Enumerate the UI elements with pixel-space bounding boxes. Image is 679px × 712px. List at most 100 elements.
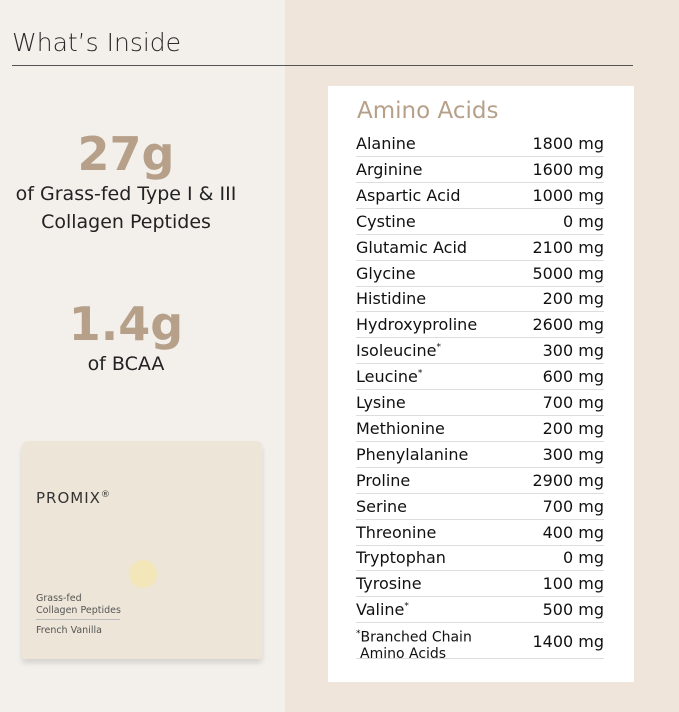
amino-name-text: Threonine [356,522,437,542]
product-line: Grass-fed [36,593,82,604]
amino-amount: 300 mg [542,341,604,361]
table-row: Cystine 0 mg [356,208,604,235]
amino-name-text: Isoleucine [356,341,437,361]
stat-value: 27g [77,127,175,181]
divider [12,65,633,66]
amino-name: Isoleucine* [356,341,441,360]
table-row: Tyrosine 100 mg [356,570,604,598]
table-row: Methionine 200 mg [356,415,604,442]
table-row: Glutamic Acid 2100 mg [356,234,604,261]
amino-name-text: Methionine [356,418,445,438]
footnote-marker: * [356,629,361,640]
amino-name-text: Arginine [356,159,423,179]
product-bag: PROMIX® Grass-fed Collagen Peptides Frenc… [22,441,262,659]
table-row: Hydroxyproline 2600 mg [356,311,604,339]
footnote-amount: 1400 mg [532,632,604,652]
amino-amount: 2900 mg [532,470,604,490]
amino-name-text: Proline [356,470,411,490]
amino-name: Threonine [356,523,436,542]
table-row: Valine* 500 mg [356,596,604,624]
footnote-marker: * [417,368,423,379]
amino-name-text: Hydroxyproline [356,315,478,335]
amino-name-text: Tyrosine [356,574,422,594]
table-row: Threonine 400 mg [356,519,604,546]
amino-amount: 300 mg [542,444,604,464]
amino-name: Tyrosine [356,574,422,593]
stat-text: of Grass-fed Type I & III [15,183,237,205]
brand-name: PROMIX [36,489,101,507]
amino-name: Tryptophan [356,548,446,567]
table-row: Lysine 700 mg [356,389,604,416]
amino-amount: 1800 mg [532,134,604,153]
brand: PROMIX® [36,489,111,507]
table-row: Isoleucine* 300 mg [356,337,604,365]
table-row: Alanine 1800 mg [356,130,604,157]
logo-dot [129,560,157,588]
product-lines: Grass-fed Collagen Peptides [36,593,121,617]
amino-amount: 200 mg [542,418,604,438]
amino-name: Cystine [356,212,416,231]
amino-name: Proline [356,471,410,490]
table-row: Tryptophan 0 mg [356,544,604,572]
footnote-name: *Branched Chain Amino Acids [356,626,472,662]
amino-name-text: Alanine [356,134,416,153]
amino-name: Histidine [356,289,426,308]
footnote-text: Amino Acids [360,645,447,662]
amino-name: Serine [356,497,407,516]
amino-amount: 0 mg [562,211,604,231]
amino-amount: 500 mg [542,600,604,620]
amino-name: Alanine [356,134,416,153]
table-row: Proline 2900 mg [356,467,604,494]
stat-text: Collagen Peptides [41,211,211,233]
amino-amount: 5000 mg [532,263,604,283]
footnote-marker: * [436,342,442,353]
title: What’s Inside [12,28,182,57]
product-line: Collagen Peptides [36,605,121,616]
amino-name-text: Tryptophan [356,548,446,568]
flavor: French Vanilla [36,625,102,636]
stat: 27g of Grass-fed Type I & III Collagen Pep… [0,128,252,236]
footnote-text: Branched Chain [360,629,472,646]
stat-text: of BCAA [87,353,165,375]
table-title: Amino Acids [357,98,499,124]
amino-card: Amino Acids Alanine 1800 mg Arginine 1600 m… [328,86,634,682]
amino-name: Hydroxyproline [356,315,477,334]
amino-name-text: Serine [356,496,408,516]
amino-amount: 700 mg [542,393,604,412]
amino-name: Arginine [356,160,422,179]
amino-amount: 0 mg [562,548,604,568]
table-row: Histidine 200 mg [356,285,604,313]
amino-amount: 1000 mg [532,185,604,205]
amino-amount: 700 mg [542,496,604,516]
table-row: Aspartic Acid 1000 mg [356,182,604,209]
amino-name-text: Aspartic Acid [356,185,461,205]
amino-name-text: Valine [356,600,405,620]
amino-name: Lysine [356,393,406,412]
table-row: Serine 700 mg [356,493,604,520]
amino-amount: 600 mg [542,367,604,387]
amino-name: Glycine [356,264,416,283]
stat: 1.4g of BCAA [0,298,252,378]
amino-name: Phenylalanine [356,445,468,464]
amino-name-text: Phenylalanine [356,444,469,464]
amino-name: Leucine* [356,367,422,386]
amino-amount: 2600 mg [532,315,604,335]
footnote-line: *Branched Chain [356,626,472,646]
bag-rule [36,619,120,620]
amino-name: Methionine [356,419,445,438]
amino-amount: 200 mg [542,289,604,309]
amino-amount: 100 mg [542,574,604,594]
amino-name-text: Leucine [356,367,418,387]
table-row: Arginine 1600 mg [356,156,604,183]
table-row: Leucine* 600 mg [356,363,604,391]
amino-amount: 1600 mg [532,159,604,179]
footnote-row: *Branched Chain Amino Acids 1400 mg [356,622,604,662]
table-row: Phenylalanine 300 mg [356,441,604,468]
amino-amount: 2100 mg [532,237,604,257]
brand-mark: ® [100,490,111,500]
stat-value: 1.4g [68,297,184,351]
amino-name: Glutamic Acid [356,238,467,257]
amino-name-text: Cystine [356,211,416,231]
footnote-marker: * [404,601,409,612]
